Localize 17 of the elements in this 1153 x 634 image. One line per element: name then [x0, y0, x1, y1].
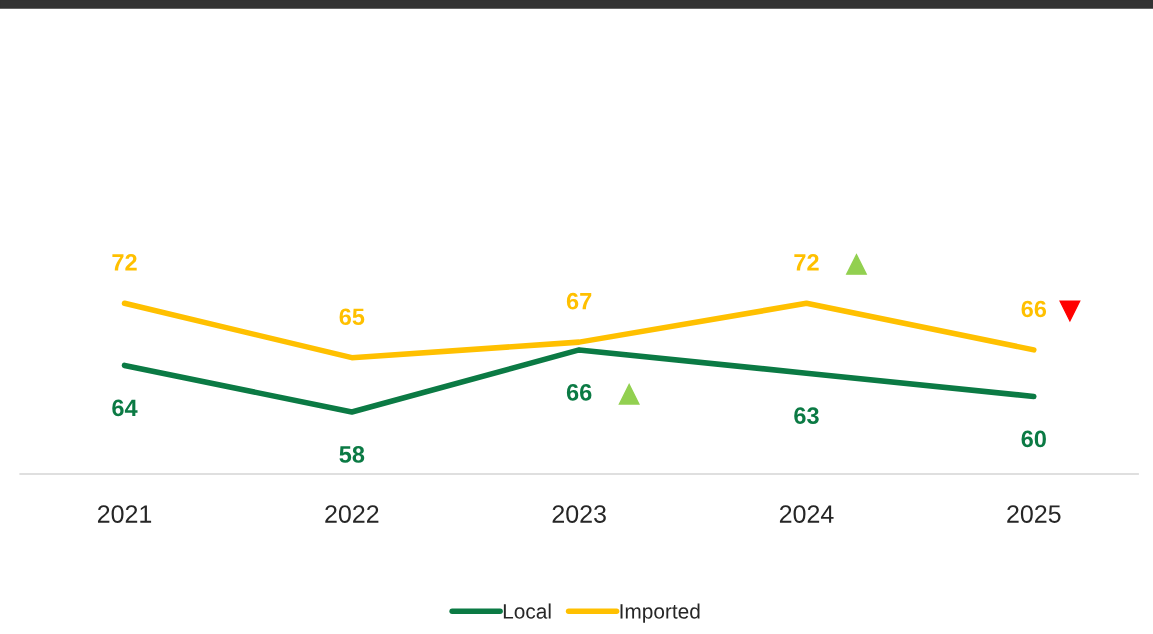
legend-label: Imported [620, 603, 700, 623]
x-tick-label: 2024 [779, 505, 834, 523]
data-label: 67 [566, 292, 592, 310]
data-label: 65 [339, 308, 365, 326]
data-label: 58 [339, 446, 365, 463]
data-label: 66 [1021, 300, 1047, 318]
legend-label: Local [503, 603, 551, 619]
data-label: 60 [1021, 430, 1046, 448]
data-label: 63 [794, 407, 819, 425]
data-label: 72 [794, 254, 819, 271]
data-label: 64 [112, 399, 138, 417]
x-tick-label: 2022 [325, 505, 379, 523]
x-tick-label: 2023 [552, 505, 606, 523]
data-label: 72 [112, 254, 137, 271]
x-tick-label: 2021 [97, 505, 152, 523]
data-label: 66 [566, 383, 592, 401]
x-tick-label: 2025 [1007, 505, 1061, 523]
